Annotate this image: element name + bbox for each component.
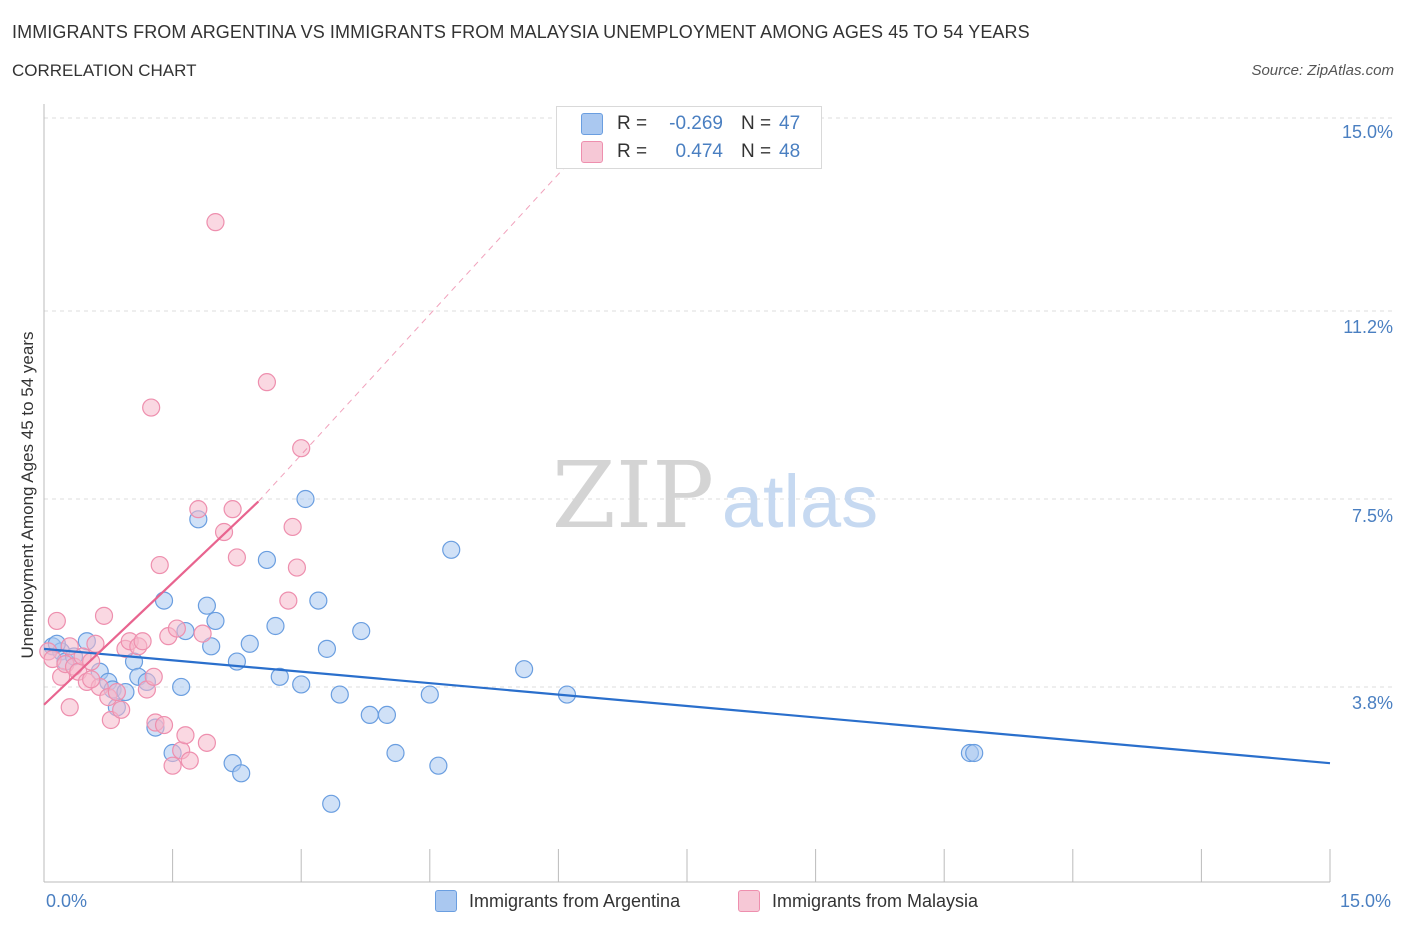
legend-row-malaysia: R = 0.474 N = 48 [581,140,800,164]
chart-subtitle: CORRELATION CHART [12,61,197,80]
x-tick-min: 0.0% [46,891,88,911]
malaysia-point-44 [292,439,311,458]
malaysia-point-32 [180,751,199,770]
data-points [39,213,984,813]
argentina-point-36 [360,705,379,725]
y-axis-label: Unemployment Among Ages 45 to 54 years [18,331,37,659]
argentina-point-41 [442,540,461,559]
argentina-point-32 [317,639,337,658]
argentina-point-39 [420,685,439,704]
argentina-point-27 [266,616,285,636]
malaysia-point-17 [112,700,131,719]
malaysia-point-43 [287,558,307,577]
argentina-swatch [581,113,603,135]
r-value: -0.269 [669,113,723,134]
argentina-point-34 [330,685,349,704]
malaysia-point-5 [60,698,79,717]
argentina-point-29 [292,675,311,694]
malaysia-legend-label: Immigrants from Malaysia [772,890,979,911]
argentina-point-16 [172,677,191,697]
argentina-legend-label: Immigrants from Argentina [469,890,681,911]
n-value: 48 [779,141,801,162]
legend-row-argentina: R = -0.269 N = 47 [581,112,800,136]
argentina-point-45 [965,743,984,763]
r-value: 0.474 [675,141,723,162]
legend-item-argentina: Immigrants from Argentina [435,890,680,912]
stats-legend: R = -0.269 N = 47 R = 0.474 N = 48 [556,106,822,169]
malaysia-point-41 [279,591,298,610]
malaysia-point-21 [133,632,152,651]
y-tick-label-0: 3.8% [1352,693,1393,713]
malaysia-point-11 [86,634,105,653]
malaysia-legend-swatch [738,890,760,912]
y-tick-label-1: 7.5% [1352,506,1393,526]
malaysia-point-28 [163,756,182,775]
malaysia-point-13 [94,606,114,625]
n-label: N = [741,141,772,162]
malaysia-point-39 [227,548,246,567]
argentina-legend-swatch [435,890,457,912]
malaysia-point-46 [82,670,101,689]
source-label: Source: ZipAtlas.com [1251,62,1394,79]
malaysia-point-34 [193,624,212,643]
trendline-argentina-0 [43,647,1331,765]
argentina-point-40 [429,756,448,775]
argentina-point-28 [270,667,289,686]
r-label: R = [617,113,648,134]
n-label: N = [741,113,772,134]
malaysia-point-36 [206,213,225,232]
argentina-point-33 [322,794,341,813]
argentina-point-19 [197,596,216,615]
legend-item-malaysia: Immigrants from Malaysia [738,890,978,912]
trendline-malaysia-2 [257,117,611,502]
y-tick-labels: 3.8% 7.5% 11.2% 15.0% [1342,122,1393,713]
malaysia-point-38 [223,500,242,519]
argentina-point-30 [296,489,315,509]
gridlines [44,117,1392,688]
malaysia-point-37 [214,522,234,542]
argentina-point-35 [352,621,371,641]
argentina-point-26 [257,550,277,570]
malaysia-point-26 [154,715,174,735]
argentina-point-20 [202,637,221,656]
argentina-point-14 [154,591,174,610]
x-tick-max: 15.0% [1340,891,1392,911]
watermark-atlas: atlas [722,460,878,543]
argentina-point-24 [232,764,251,783]
chart-title: IMMIGRANTS FROM ARGENTINA VS IMMIGRANTS … [12,22,1030,42]
malaysia-point-42 [283,517,302,537]
watermark-zip: ZIP [552,442,714,549]
axes [43,104,1331,883]
trendline-malaysia-1 [43,500,260,706]
malaysia-point-33 [189,500,208,519]
argentina-point-25 [240,634,259,653]
y-tick-label-3: 15.0% [1342,122,1393,142]
argentina-point-42 [515,660,534,679]
malaysia-point-31 [176,726,195,745]
malaysia-point-23 [142,398,161,417]
malaysia-point-35 [197,733,216,752]
malaysia-point-29 [167,619,186,638]
malaysia-point-16 [107,682,126,702]
argentina-point-37 [377,705,397,725]
y-tick-label-2: 11.2% [1343,317,1393,337]
n-value: 47 [779,113,801,134]
trendlines [43,117,1331,765]
malaysia-point-40 [257,373,277,392]
malaysia-point-25 [150,555,169,575]
argentina-point-38 [386,743,405,763]
argentina-point-31 [309,591,328,610]
r-label: R = [617,141,648,162]
malaysia-point-2 [47,611,66,631]
malaysia-point-45 [144,667,163,686]
malaysia-swatch [581,141,603,163]
argentina-point-21 [206,611,225,631]
